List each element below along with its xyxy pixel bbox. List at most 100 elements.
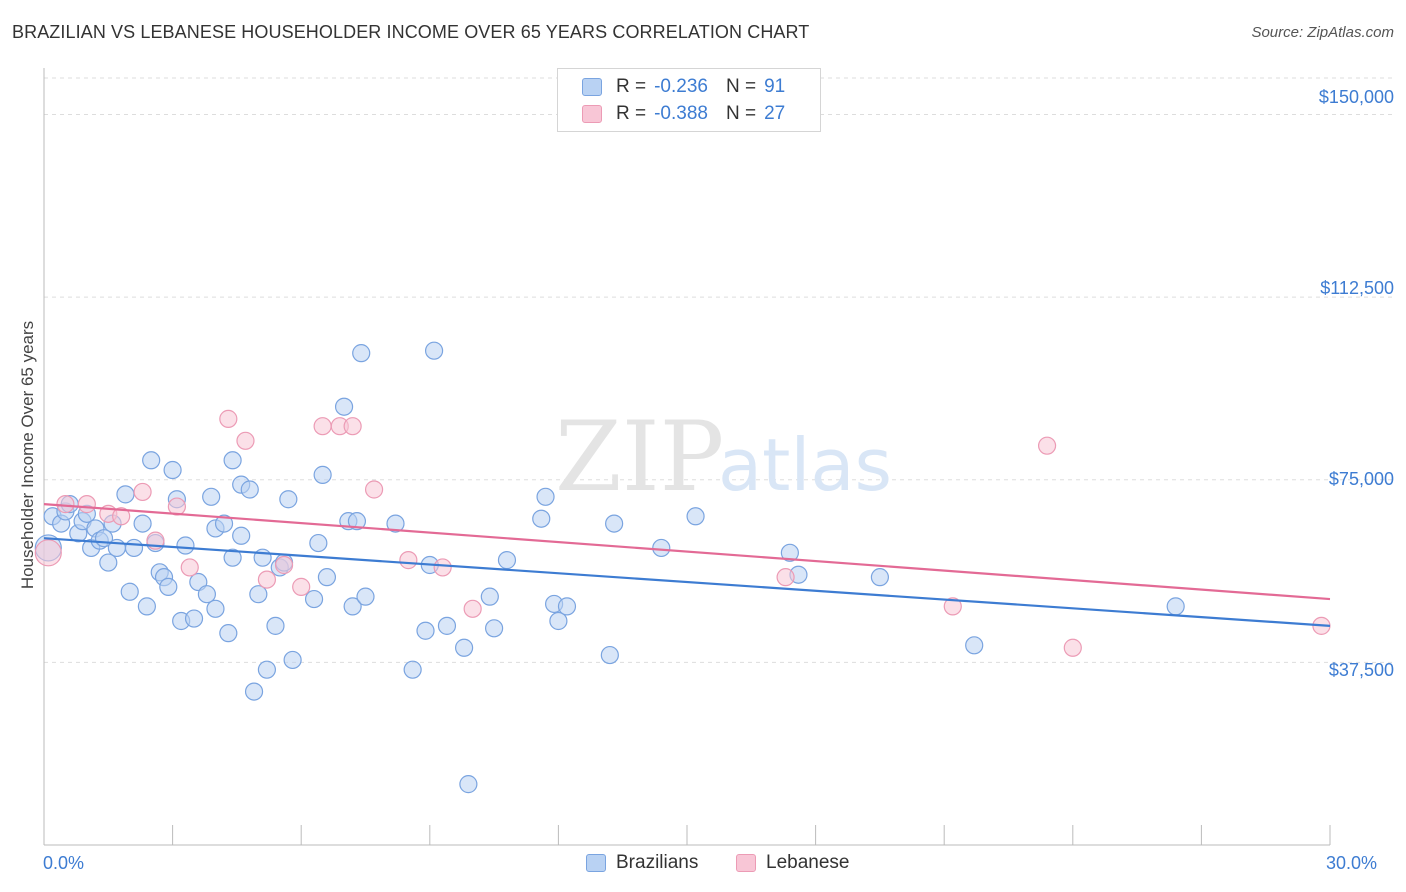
n-label: N =: [725, 76, 757, 97]
brazilians-point: [480, 587, 499, 606]
brazilians-point: [549, 611, 568, 631]
lebanese-point: [463, 599, 482, 618]
brazilians-point: [780, 543, 799, 562]
brazilians-point: [244, 682, 264, 701]
brazilians-point: [219, 624, 238, 643]
brazilians-point: [159, 577, 178, 596]
y-tick-label: $37,500: [1328, 660, 1394, 680]
stats-legend-row-lebanese: R = -0.388 N = 27: [582, 103, 793, 125]
source-credit: Source: ZipAtlas.com: [1251, 24, 1394, 41]
legend-label: Brazilians: [616, 852, 699, 873]
lebanese-trend-line: [43, 503, 1331, 601]
brazilians-point: [652, 538, 671, 558]
lebanese-point: [399, 551, 418, 570]
brazilians-point: [206, 599, 225, 618]
r-label: R =: [616, 76, 647, 97]
legend-label: Lebanese: [766, 852, 850, 873]
lebanese-point: [77, 495, 96, 514]
brazilians-point: [116, 485, 135, 504]
lebanese-point: [943, 597, 962, 616]
legend-item-lebanese[interactable]: Lebanese: [736, 852, 849, 874]
brazilians-point: [459, 775, 478, 794]
lebanese-point: [1063, 638, 1082, 657]
brazilians-point: [532, 509, 551, 528]
lebanese-point: [167, 497, 186, 516]
brazilians-point: [257, 660, 277, 679]
x-tick-label: 0.0%: [43, 853, 85, 873]
legend-item-brazilians[interactable]: Brazilians: [586, 852, 698, 874]
brazilians-point: [137, 597, 156, 616]
lebanese-legend-swatch: [736, 854, 756, 872]
lebanese-point: [313, 417, 332, 436]
watermark-atlas: atlas: [718, 423, 892, 507]
r-value: -0.236: [654, 76, 708, 97]
brazilians-point: [334, 397, 354, 416]
brazilians-point: [184, 609, 204, 628]
stats-legend: R = -0.236 N = 91 R = -0.388 N = 27: [557, 68, 821, 132]
brazilians-point: [386, 514, 405, 533]
brazilians-point: [600, 645, 619, 665]
brazilians-point: [240, 480, 259, 499]
brazilians-point: [133, 514, 152, 533]
brazilians-point: [347, 512, 367, 531]
lebanese-point: [56, 495, 75, 514]
lebanese-point: [776, 568, 795, 587]
brazilians-point: [1166, 597, 1185, 616]
lebanese-point: [180, 558, 199, 577]
brazilians-point: [343, 597, 362, 616]
brazilians-point: [176, 536, 195, 555]
chart-title: BRAZILIAN VS LEBANESE HOUSEHOLDER INCOME…: [12, 22, 810, 42]
brazilians-point: [232, 526, 251, 545]
brazilians-point: [686, 507, 705, 526]
r-label: R =: [616, 103, 647, 124]
y-tick-label: $75,000: [1328, 469, 1394, 489]
lebanese-point: [236, 431, 255, 450]
n-value: 91: [764, 76, 786, 97]
brazilians-trend-line: [43, 537, 1331, 627]
brazilians-point: [352, 344, 371, 363]
n-label: N =: [725, 103, 757, 124]
lebanese-point: [274, 555, 294, 575]
brazilians-point: [99, 553, 118, 572]
brazilians-point: [497, 551, 517, 570]
brazilians-point: [214, 514, 234, 533]
brazilians-point: [249, 585, 268, 604]
brazilians-point: [485, 619, 504, 638]
r-value: -0.388: [654, 103, 708, 124]
lebanese-point: [292, 577, 311, 596]
x-tick-label: 30.0%: [1326, 853, 1378, 873]
brazilians-point: [304, 589, 324, 609]
brazilians-point: [266, 616, 285, 635]
brazilians-point: [605, 514, 624, 533]
brazilians-point: [424, 341, 444, 360]
brazilians-point: [965, 636, 984, 655]
n-value: 27: [764, 103, 786, 124]
brazilians-point: [437, 616, 457, 635]
watermark-zip: ZIP: [555, 401, 724, 513]
brazilians-point: [142, 451, 161, 470]
y-tick-label: $150,000: [1318, 87, 1394, 107]
brazilians-point: [313, 465, 332, 484]
lebanese-point: [257, 570, 277, 589]
lebanese-point: [343, 417, 362, 436]
brazilians-point: [317, 568, 337, 587]
brazilians-point: [197, 585, 216, 604]
brazilians-point: [223, 451, 242, 470]
brazilians-point: [536, 487, 555, 506]
lebanese-point: [112, 507, 131, 526]
brazilians-point: [557, 597, 577, 616]
lebanese-point: [1037, 436, 1057, 455]
brazilians-point: [202, 487, 221, 506]
brazilians-point: [223, 548, 242, 567]
lebanese-point: [133, 482, 152, 502]
brazilians-point: [403, 660, 422, 679]
y-tick-label: $112,500: [1320, 278, 1394, 298]
lebanese-point: [219, 409, 238, 428]
brazilians-legend-swatch: [586, 854, 606, 872]
lebanese-swatch: [582, 105, 602, 123]
lebanese-point: [364, 480, 384, 499]
lebanese-point: [34, 539, 62, 567]
stats-legend-row-brazilians: R = -0.236 N = 91: [582, 76, 793, 98]
brazilians-point: [283, 650, 302, 670]
